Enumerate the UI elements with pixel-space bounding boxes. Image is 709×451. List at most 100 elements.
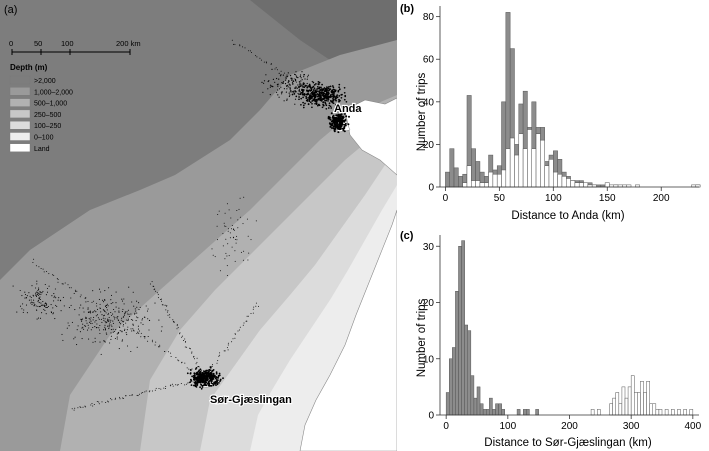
bar-series-2	[658, 409, 663, 416]
legend-swatch	[9, 109, 31, 119]
bar-series-2	[634, 392, 638, 416]
map-panel-label: (a)	[4, 4, 17, 16]
bar-series-1	[452, 347, 456, 416]
legend-label: 100–250	[34, 123, 61, 130]
bar-series-1	[449, 148, 455, 188]
legend-swatch	[9, 87, 31, 96]
bar-series-1	[455, 291, 459, 416]
bar-series-2	[621, 386, 626, 416]
legend-label: 250–500	[34, 112, 61, 119]
y-tick-label: 60	[423, 55, 435, 66]
histogram-anda: (b) 0 20 40 60 80 0 50 100 150 200 Distance to An…	[400, 3, 701, 222]
bar-series-1	[464, 324, 468, 416]
x-axis-label: Distance to Anda (km)	[511, 210, 624, 222]
bar-series-2	[649, 403, 653, 416]
x-tick-label: 100	[499, 421, 516, 432]
bar-series-1	[467, 330, 472, 416]
x-tick-label: 0	[443, 421, 449, 432]
bar-series-2	[689, 409, 694, 416]
bar-series-2	[514, 154, 520, 188]
bar-series-2	[570, 180, 576, 188]
bar-series-1	[523, 409, 527, 416]
map-panel: (a) 0 50 100 200 km Depth (m) >2,000 1,00…	[0, 0, 397, 451]
legend-swatch	[9, 132, 31, 141]
scale-tick-label: 50	[34, 39, 42, 48]
bar-series-2	[574, 182, 580, 188]
bar-series-2	[462, 182, 468, 188]
y-tick-label: 40	[423, 97, 435, 108]
bar-series-1	[473, 397, 478, 416]
bar-series-2	[509, 137, 515, 188]
scale-tick-label: 200 km	[116, 39, 141, 48]
bar-series-2	[492, 173, 498, 188]
bar-series-2	[522, 148, 528, 188]
bar-series-2	[540, 139, 545, 188]
panel-label-c: (c)	[400, 230, 414, 242]
bar-series-1	[461, 240, 465, 416]
y-tick-label: 0	[428, 411, 434, 422]
bar-series-2	[535, 133, 541, 188]
bar-series-1	[535, 409, 539, 416]
bar-series-2	[466, 165, 472, 188]
x-tick-label: 100	[545, 193, 562, 204]
legend-label: Land	[34, 146, 50, 153]
bar-series-2	[590, 409, 595, 416]
bar-series-2	[475, 180, 481, 188]
bar-series-2	[566, 178, 571, 188]
gps-tracks	[12, 39, 350, 411]
bar-series-1	[486, 409, 490, 416]
bar-series-2	[627, 386, 632, 416]
bar-series-2	[505, 148, 511, 188]
bar-series-1	[492, 409, 496, 416]
x-tick-label: 200	[561, 421, 578, 432]
legend-swatch	[9, 75, 31, 85]
place-label-anda: Anda	[334, 103, 362, 115]
bar-series-1	[489, 397, 493, 416]
bar-series-1	[495, 403, 499, 416]
bar-series-2	[630, 375, 635, 416]
bar-series-1	[479, 403, 484, 416]
bar-series-2	[609, 403, 613, 416]
bar-series-1	[445, 171, 450, 188]
bar-series-2	[640, 381, 644, 416]
y-tick-label: 80	[423, 12, 435, 23]
x-tick-label: 300	[623, 421, 640, 432]
bar-series-2	[527, 129, 532, 188]
bar-series-1	[476, 386, 481, 416]
bar-series-2	[531, 148, 537, 188]
land-mainland	[299, 209, 397, 451]
bar-series-2	[479, 182, 485, 188]
histogram-bars	[445, 12, 701, 188]
bar-series-1	[526, 409, 530, 416]
legend-label: >2,000	[34, 78, 56, 85]
bar-series-2	[618, 403, 623, 416]
x-tick-label: 0	[443, 193, 449, 204]
legend-swatch	[9, 120, 31, 130]
scale-tick-label: 0	[9, 39, 13, 48]
legend-label: 0–100	[34, 135, 54, 142]
bar-series-2	[484, 182, 489, 188]
bar-series-2	[655, 409, 660, 416]
bar-series-2	[624, 397, 629, 416]
bar-series-2	[578, 182, 584, 188]
x-tick-label: 400	[684, 421, 701, 432]
x-tick-label: 200	[653, 193, 670, 204]
bar-series-2	[646, 381, 650, 416]
bar-series-2	[597, 409, 601, 416]
legend-label: 1,000–2,000	[34, 89, 73, 96]
x-tick-label: 150	[599, 193, 616, 204]
bar-series-2	[652, 403, 657, 416]
legend-label: 500–1,000	[34, 101, 67, 108]
y-axis-label: Number of trips	[416, 298, 428, 377]
bar-series-1	[458, 176, 463, 188]
bar-series-1	[482, 409, 487, 416]
bar-series-1	[470, 375, 475, 416]
scale-bar: 0 50 100 200 km	[9, 39, 141, 55]
bar-series-2	[683, 409, 687, 416]
depth-legend: >2,000 1,000–2,000 500–1,000 250–500 100–250…	[9, 75, 73, 153]
y-tick-label: 20	[423, 298, 435, 309]
bar-series-2	[677, 409, 681, 416]
panel-label-b: (b)	[400, 3, 414, 15]
